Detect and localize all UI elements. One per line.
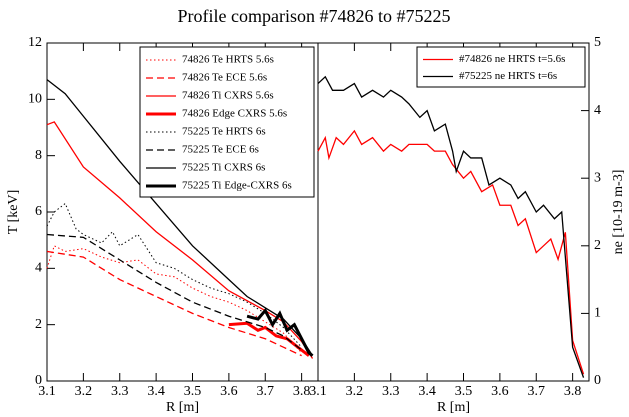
y-tick-label: 8: [35, 148, 42, 163]
y-tick-label: 10: [28, 92, 42, 107]
x-tick-label: 3.7: [257, 384, 275, 399]
legend-box: [139, 46, 315, 198]
legend-label: 74826 Ti CXRS 5.6s: [182, 90, 274, 102]
y-tick-label: 4: [35, 261, 42, 276]
chart-title: Profile comparison #74826 to #75225: [178, 6, 451, 26]
legend-label: 74826 Edge CXRS 5.6s: [182, 108, 287, 120]
x-tick-label: 3.2: [346, 384, 364, 399]
plot-frame: [317, 42, 590, 382]
legend-label: 75225 Te HRTS 6s: [182, 126, 266, 138]
x-tick-label: 3.6: [220, 384, 238, 399]
y-tick-label: 12: [28, 35, 42, 50]
y-tick-label: 2: [594, 238, 601, 253]
legend-label: 74826 Te HRTS 5.6s: [182, 54, 274, 66]
x-tick-label: 3.2: [75, 384, 93, 399]
legend-label: 74826 Te ECE 5.6s: [182, 72, 267, 84]
data-line: [46, 79, 314, 357]
legend-label: 75225 Ti CXRS 6s: [182, 162, 265, 174]
x-tick-label: 3.3: [382, 384, 400, 399]
x-tick-label: 3.4: [147, 384, 165, 399]
y-tick-label: 1: [594, 306, 601, 321]
data-line: [46, 250, 302, 357]
x-tick-label: 3.7: [528, 384, 546, 399]
y-tick-label: 3: [594, 170, 601, 185]
legend-label: #75225 ne HRTS t=6s: [459, 70, 557, 82]
y-tick-label: 2: [35, 317, 42, 332]
x-tick-label: 3.8: [293, 384, 311, 399]
y-tick-label: 0: [35, 373, 42, 388]
x-tick-label: 3.5: [455, 384, 473, 399]
x-axis-label: R [m]: [166, 400, 199, 415]
y-axis-label: T [keV]: [6, 190, 21, 234]
legend-box: [416, 46, 586, 88]
x-tick-label: 3.3: [111, 384, 129, 399]
x-tick-label: 3.6: [491, 384, 509, 399]
legend-label: #74826 ne HRTS t=5.6s: [459, 53, 565, 65]
data-line: [317, 75, 585, 378]
x-tick-label: 3.8: [564, 384, 582, 399]
y-tick-label: 5: [594, 35, 601, 50]
y-axis-label: ne [10-19 m-3]: [611, 170, 626, 255]
y-tick-label: 0: [594, 373, 601, 388]
data-line: [317, 129, 585, 375]
x-tick-label: 3.1: [309, 384, 327, 399]
legend-label: 75225 Ti Edge-CXRS 6s: [182, 180, 292, 192]
x-tick-label: 3.1: [38, 384, 56, 399]
data-line: [46, 245, 302, 354]
y-tick-label: 4: [594, 103, 601, 118]
x-tick-label: 3.5: [184, 384, 202, 399]
data-line: [46, 233, 303, 351]
data-line: [246, 307, 314, 357]
data-line: [46, 202, 302, 348]
y-tick-label: 6: [35, 204, 42, 219]
x-axis-label: R [m]: [437, 400, 470, 415]
x-tick-label: 3.4: [418, 384, 436, 399]
legend-label: 75225 Te ECE 6s: [182, 144, 259, 156]
